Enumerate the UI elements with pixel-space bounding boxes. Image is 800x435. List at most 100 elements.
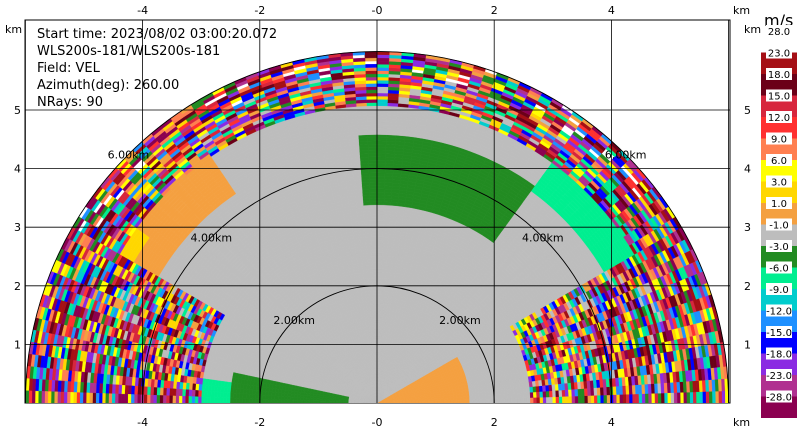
velocity-cell — [447, 400, 451, 403]
velocity-cell — [252, 398, 256, 403]
velocity-cell — [475, 399, 480, 403]
velocity-cell — [517, 392, 521, 399]
velocity-cell — [373, 306, 378, 311]
velocity-cell — [363, 307, 368, 312]
velocity-cell — [536, 397, 541, 403]
velocity-cell — [370, 319, 375, 324]
velocity-cell — [372, 335, 376, 340]
velocity-cell — [306, 395, 311, 399]
velocity-cell — [239, 388, 244, 394]
velocity-cell — [381, 268, 387, 273]
velocity-cell — [529, 391, 534, 398]
velocity-cell — [316, 400, 320, 403]
velocity-cell — [249, 389, 254, 395]
velocity-cell — [378, 351, 381, 356]
velocity-cell — [523, 392, 528, 399]
velocity-cell — [341, 401, 346, 403]
velocity-cell — [485, 394, 490, 400]
velocity-cell — [306, 400, 311, 403]
velocity-cell — [290, 399, 295, 403]
velocity-cell — [373, 297, 378, 302]
velocity-cell — [376, 255, 383, 260]
velocity-cell — [274, 395, 279, 400]
velocity-cell — [255, 390, 260, 396]
velocity-cell — [367, 271, 373, 276]
velocity-cell — [385, 275, 391, 280]
velocity-cell — [232, 397, 237, 403]
velocity-cell — [386, 265, 392, 270]
velocity-cell — [296, 399, 301, 403]
velocity-cell — [507, 393, 512, 399]
velocity-cell — [372, 274, 378, 279]
velocity-cell — [229, 392, 234, 399]
velocity-cell — [312, 400, 317, 403]
velocity-cell — [374, 326, 378, 330]
velocity-cell — [548, 390, 553, 398]
velocity-cell — [466, 399, 470, 403]
velocity-cell — [381, 262, 388, 267]
velocity-cell — [376, 249, 383, 254]
velocity-cell — [248, 393, 253, 399]
velocity-cell — [387, 297, 392, 302]
velocity-cell — [478, 395, 483, 400]
velocity-cell — [293, 396, 298, 401]
velocity-cell — [494, 398, 499, 403]
velocity-cell — [258, 394, 263, 400]
velocity-cell — [526, 397, 531, 403]
velocity-cell — [478, 399, 483, 403]
velocity-cell — [376, 274, 382, 279]
velocity-cell — [367, 265, 373, 270]
velocity-cell — [386, 310, 391, 315]
velocity-cell — [268, 398, 272, 403]
velocity-cell — [226, 397, 231, 403]
velocity-cell — [376, 303, 381, 308]
velocity-cell — [514, 397, 518, 403]
velocity-cell — [364, 281, 370, 286]
velocity-cell — [536, 391, 541, 398]
velocity-cell — [484, 391, 489, 396]
velocity-cell — [481, 391, 486, 396]
velocity-cell — [369, 294, 374, 299]
velocity-cell — [386, 262, 392, 267]
velocity-cell — [365, 246, 372, 251]
velocity-cell — [264, 398, 269, 403]
velocity-cell — [497, 394, 502, 400]
velocity-cell — [297, 394, 301, 398]
velocity-cell — [363, 278, 369, 283]
velocity-cell — [369, 300, 374, 305]
velocity-cell — [360, 246, 367, 251]
velocity-cell — [325, 399, 330, 402]
velocity-cell — [303, 397, 308, 401]
velocity-cell — [284, 399, 288, 403]
velocity-cell — [277, 395, 282, 400]
velocity-cell — [369, 297, 374, 302]
velocity-cell — [382, 239, 389, 244]
velocity-cell — [236, 388, 241, 394]
velocity-cell — [376, 226, 384, 231]
velocity-cell — [468, 389, 473, 394]
velocity-cell — [284, 393, 289, 398]
velocity-cell — [371, 332, 375, 337]
velocity-cell — [271, 388, 276, 393]
velocity-cell — [459, 399, 464, 403]
velocity-cell — [376, 294, 382, 298]
velocity-cell — [378, 335, 382, 340]
velocity-cell — [382, 236, 389, 241]
velocity-cell — [533, 397, 538, 403]
velocity-cell — [378, 345, 382, 350]
velocity-cell — [373, 303, 378, 308]
velocity-cell — [526, 392, 531, 399]
velocity-cell — [475, 392, 480, 397]
velocity-cell — [384, 291, 389, 296]
velocity-cell — [376, 271, 382, 276]
velocity-cell — [488, 394, 493, 400]
velocity-cell — [366, 252, 373, 257]
velocity-cell — [520, 397, 525, 403]
velocity-cell — [513, 392, 518, 399]
velocity-cell — [363, 275, 369, 280]
velocity-cell — [213, 397, 218, 403]
velocity-cell — [373, 319, 378, 324]
velocity-cell — [523, 397, 528, 403]
velocity-cell — [201, 390, 206, 398]
